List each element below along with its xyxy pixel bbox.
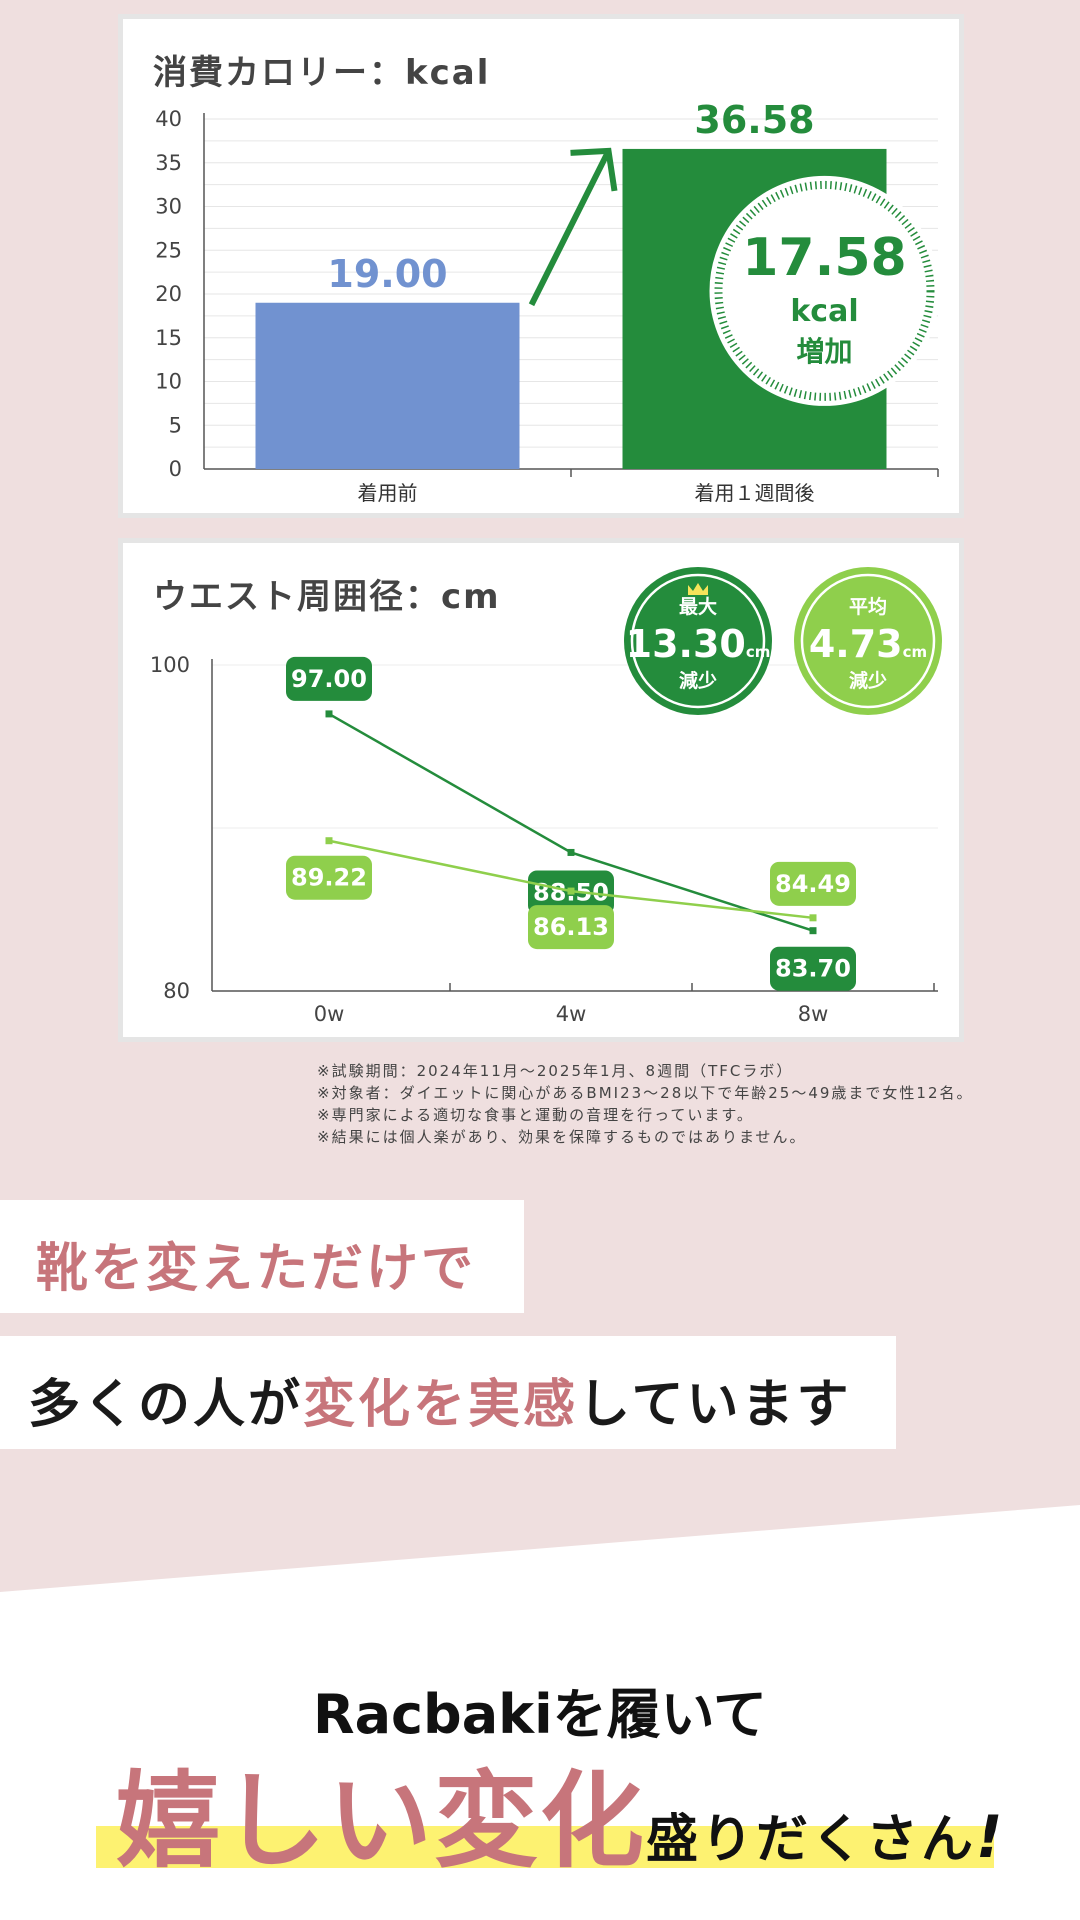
stat-badge-value: 13.30cm	[626, 622, 771, 666]
x-tick-label: 8w	[798, 1002, 829, 1026]
banner-results: 多くの人が変化を実感しています	[0, 1336, 896, 1449]
x-tick-label: 4w	[556, 1002, 587, 1026]
data-label-box	[770, 946, 856, 991]
footnotes: ※試験期間：2024年11月～2025年1月、8週間（TFCラボ） ※対象者：ダ…	[317, 1060, 974, 1148]
increase-arrow-icon	[528, 149, 612, 307]
data-label: 89.22	[291, 864, 367, 892]
y-tick-label: 25	[155, 238, 182, 262]
data-point	[325, 837, 333, 845]
y-tick-label: 80	[163, 979, 190, 1003]
stat-badge-ring	[630, 573, 766, 709]
x-tick-label: 着用１週間後	[695, 481, 815, 505]
waist-chart-panel: 801000w4w8w97.0088.5083.7089.2286.1384.4…	[118, 538, 964, 1042]
banner-results-post: しています	[578, 1375, 852, 1435]
waist-line-chart: 801000w4w8w97.0088.5083.7089.2286.1384.4…	[150, 567, 942, 1026]
banner-results-text: 多くの人が変化を実感しています	[28, 1362, 851, 1437]
y-tick-label: 10	[155, 370, 182, 394]
data-label: 83.70	[775, 955, 851, 983]
stat-badge-sub: 減少	[679, 669, 717, 692]
data-label: 84.49	[775, 870, 851, 898]
headline-small: 盛りだくさん	[646, 1810, 977, 1870]
badge-ring	[714, 180, 935, 401]
y-tick-label: 5	[169, 413, 182, 437]
waist-chart-title: ウエスト周囲径：cm	[153, 577, 501, 617]
arrow-head-icon	[570, 147, 618, 192]
data-point	[809, 927, 817, 935]
data-label-box	[770, 861, 856, 906]
badge-label: 増加	[796, 335, 852, 368]
data-label-box	[286, 656, 372, 701]
headline-line-2: 嬉しい変化盛りだくさん!	[116, 1736, 1002, 1887]
data-label: 86.13	[533, 913, 609, 941]
stat-badge-label: 平均	[849, 595, 887, 618]
headline-bang: !	[976, 1803, 1003, 1871]
headline-highlight	[96, 1826, 994, 1868]
footnote: ※対象者：ダイエットに関心があるBMI23～28以下で年齢25～49歳まで女性1…	[317, 1084, 974, 1102]
x-tick-label: 0w	[314, 1002, 345, 1026]
footnote: ※結果には個人楽があり、効果を保障するものではありません。	[317, 1128, 807, 1146]
data-point	[325, 710, 333, 718]
headline-line-1: Racbakiを履いて	[313, 1683, 767, 1746]
x-tick-label: 着用前	[358, 481, 418, 505]
data-label-box	[528, 905, 614, 950]
stat-badge-ring	[800, 573, 936, 709]
calorie-chart-panel: 0 5 10 15 20 25 30 35 40 19.00 着用前 36.58 着用１週間後 17.58…	[118, 14, 964, 518]
y-tick-label: 20	[155, 282, 182, 306]
data-label: 19.00	[327, 252, 447, 296]
y-tick-label: 35	[155, 151, 182, 175]
stat-badge-value: 4.73cm	[809, 622, 927, 666]
y-tick-label: 15	[155, 326, 182, 350]
y-tick-label: 40	[155, 107, 182, 131]
calorie-bar-chart: 0 5 10 15 20 25 30 35 40 19.00 着用前 36.58 着用１週間後 17.58…	[155, 98, 940, 505]
data-label: 97.00	[291, 665, 367, 693]
banner-shoes: 靴を変えただけで	[0, 1200, 524, 1313]
y-tick-label: 100	[150, 653, 190, 677]
headline-big: 嬉しい変化	[116, 1760, 647, 1882]
data-label-box	[286, 855, 372, 900]
y-tick-label: 30	[155, 195, 182, 219]
crown-icon	[688, 583, 708, 595]
footnote: ※専門家による適切な食事と運動の音理を行っています。	[317, 1106, 754, 1124]
banner-results-pre: 多くの人が	[28, 1375, 304, 1435]
data-point	[567, 887, 575, 895]
footnote: ※試験期間：2024年11月～2025年1月、8週間（TFCラボ）	[317, 1062, 794, 1080]
badge-value: 17.58	[742, 228, 906, 288]
banner-shoes-text: 靴を変えただけで	[36, 1239, 477, 1299]
data-label: 36.58	[694, 98, 814, 142]
data-point	[809, 914, 817, 922]
bar	[255, 302, 520, 469]
data-point	[567, 848, 575, 856]
stat-badge-sub: 減少	[849, 669, 887, 692]
calorie-chart-title: 消費カロリー：kcal	[153, 53, 491, 93]
y-tick-label: 0	[169, 457, 182, 481]
stat-badge	[624, 567, 772, 715]
stat-badge	[794, 567, 942, 715]
banner-results-accent: 変化を実感	[303, 1375, 579, 1435]
badge-circle	[709, 175, 940, 406]
stat-badge-label: 最大	[679, 595, 717, 618]
badge-unit: kcal	[790, 294, 858, 329]
